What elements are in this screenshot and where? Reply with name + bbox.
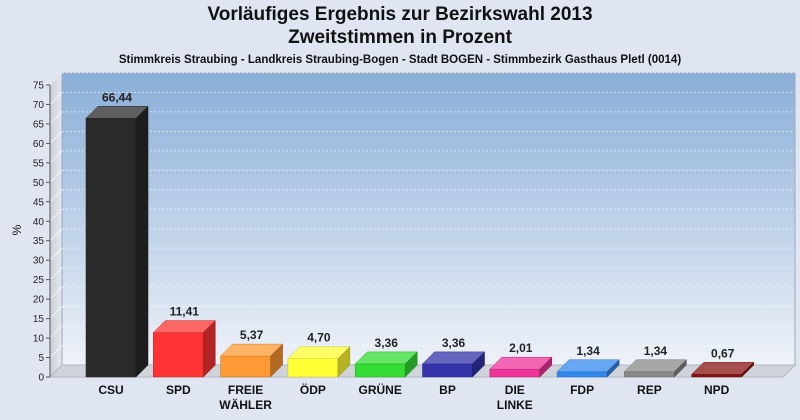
bar-value-label: 5,37: [240, 328, 264, 342]
bar: [624, 371, 675, 378]
bar-value-label: 0,67: [711, 346, 735, 360]
bar-side: [203, 319, 216, 378]
bar-side: [472, 351, 485, 378]
gridline-wall: [49, 325, 63, 339]
bar-value-label: 2,01: [509, 341, 533, 355]
bar-value-label: 66,44: [102, 90, 132, 104]
bar: [287, 358, 339, 378]
chart-plot-area: [61, 72, 796, 366]
chart-title: Vorläufiges Ergebnis zur Bezirkswahl 201…: [207, 4, 593, 25]
y-tick-label: 65: [33, 119, 45, 130]
gridline-wall: [49, 208, 63, 222]
x-tick-label: LINKE: [497, 398, 533, 412]
bar-side: [539, 356, 553, 378]
y-tick-label: 30: [33, 256, 45, 267]
gridline-wall: [49, 267, 63, 281]
y-tick-label: 55: [33, 158, 45, 169]
bar-value-label: 1,34: [644, 344, 668, 358]
chart-subtitle: Zweitstimmen in Prozent: [288, 27, 512, 48]
y-tick-label: 45: [33, 197, 45, 208]
bar: [489, 368, 541, 378]
bar-side: [606, 359, 620, 378]
x-tick-label: REP: [637, 383, 662, 397]
bar-side: [404, 351, 418, 378]
gridline-wall: [49, 247, 63, 261]
x-tick-label: CSU: [98, 383, 123, 397]
gridline-wall: [49, 72, 63, 86]
x-tick-label: ÖDP: [300, 382, 326, 397]
y-tick-label: 5: [38, 353, 44, 364]
bar: [691, 374, 742, 378]
gridline-wall: [49, 150, 63, 164]
x-tick-label: NPD: [704, 383, 730, 397]
gridline-wall: [49, 286, 63, 300]
bar-side: [741, 361, 754, 378]
y-tick-label: 10: [33, 334, 45, 345]
y-tick-label: 20: [33, 295, 45, 306]
bar: [85, 118, 137, 378]
x-tick-label: WÄHLER: [219, 397, 272, 412]
bar: [422, 363, 473, 378]
bar-value-label: 3,36: [375, 336, 399, 350]
y-tick-label: 50: [33, 178, 45, 189]
y-tick-label: 75: [33, 81, 45, 92]
gridline-wall: [49, 169, 63, 183]
x-tick-label: DIE: [505, 383, 525, 397]
bar-value-label: 11,41: [170, 305, 200, 319]
gridline-wall: [49, 131, 63, 144]
y-tick-label: 40: [33, 217, 45, 228]
y-tick-label: 70: [33, 100, 45, 111]
x-tick-label: BP: [439, 383, 456, 397]
bar-side: [674, 359, 687, 378]
bar-value-label: 1,34: [576, 344, 600, 358]
bar-side: [337, 346, 351, 378]
y-axis-title: %: [10, 224, 24, 235]
bar-value-label: 4,70: [307, 331, 331, 345]
bar: [354, 363, 406, 378]
y-tick-label: 35: [33, 236, 45, 247]
bar-side: [135, 105, 149, 378]
x-tick-label: GRÜNE: [359, 382, 402, 397]
gridline-wall: [49, 306, 63, 319]
bar: [220, 355, 271, 378]
bar: [153, 332, 204, 378]
y-tick-label: 0: [38, 373, 44, 384]
bar-value-label: 3,36: [442, 336, 466, 350]
x-tick-label: SPD: [166, 383, 191, 397]
x-tick-label: FREIE: [228, 383, 263, 397]
gridline-wall: [49, 345, 63, 358]
gridline-wall: [49, 92, 63, 105]
gridline-wall: [49, 111, 63, 125]
bar-side: [270, 343, 283, 378]
gridline-wall: [49, 189, 63, 203]
chart-district-caption: Stimmkreis Straubing - Landkreis Straubi…: [118, 54, 682, 66]
bar: [556, 371, 608, 378]
x-tick-label: FDP: [570, 383, 594, 397]
y-tick-label: 25: [33, 275, 45, 286]
y-tick-label: 60: [33, 139, 45, 150]
y-tick-label: 15: [33, 314, 45, 325]
gridline-wall: [49, 228, 63, 242]
